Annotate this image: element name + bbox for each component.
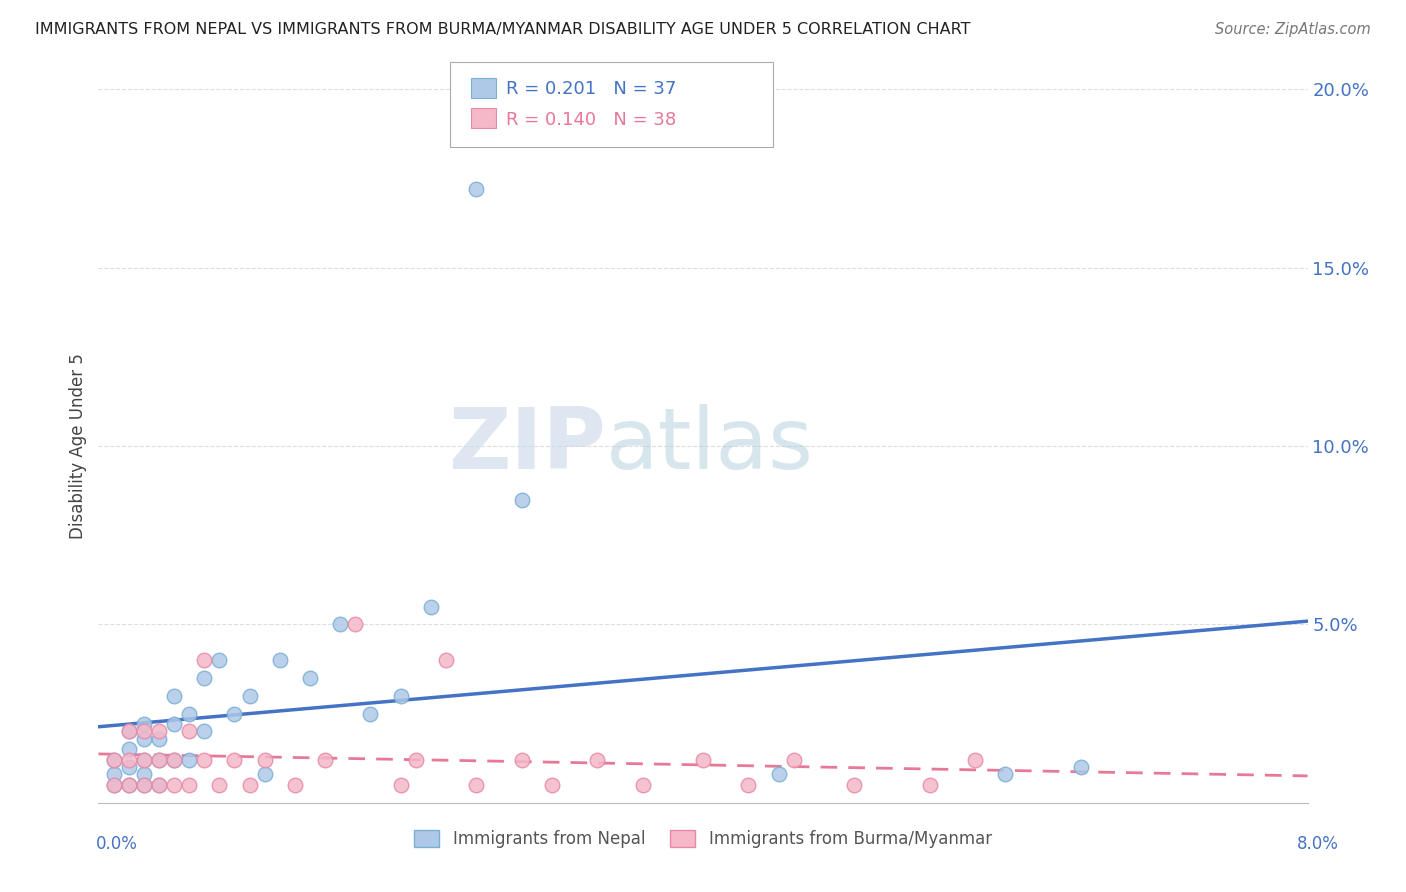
Point xyxy=(510,753,533,767)
Point xyxy=(103,778,125,792)
Point xyxy=(540,778,562,792)
Point xyxy=(163,778,186,792)
Point xyxy=(692,753,714,767)
Point xyxy=(179,706,201,721)
Text: atlas: atlas xyxy=(606,404,814,488)
Point xyxy=(208,653,231,667)
Point xyxy=(132,778,155,792)
Point xyxy=(193,753,215,767)
Point xyxy=(118,742,141,756)
Point xyxy=(148,778,170,792)
Point xyxy=(103,753,125,767)
Point xyxy=(163,717,186,731)
Point xyxy=(360,706,382,721)
Point xyxy=(132,753,155,767)
Point xyxy=(1070,760,1092,774)
Point xyxy=(193,653,215,667)
Point xyxy=(768,767,790,781)
Point xyxy=(344,617,367,632)
Point xyxy=(163,753,186,767)
Point xyxy=(103,767,125,781)
Point xyxy=(132,717,155,731)
Point xyxy=(844,778,866,792)
Point xyxy=(284,778,307,792)
Point xyxy=(118,724,141,739)
Point xyxy=(965,753,987,767)
Point xyxy=(148,753,170,767)
Point xyxy=(314,753,336,767)
Point xyxy=(269,653,291,667)
Point xyxy=(118,753,141,767)
Point xyxy=(389,689,412,703)
Point xyxy=(103,778,125,792)
Point xyxy=(179,753,201,767)
Point xyxy=(239,778,262,792)
Point xyxy=(918,778,941,792)
Point xyxy=(510,492,533,507)
Point xyxy=(179,778,201,792)
Point xyxy=(132,731,155,746)
Point xyxy=(224,706,246,721)
Point xyxy=(208,778,231,792)
Text: 0.0%: 0.0% xyxy=(96,835,138,853)
Point xyxy=(148,778,170,792)
Point xyxy=(631,778,654,792)
Text: R = 0.140   N = 38: R = 0.140 N = 38 xyxy=(506,112,676,129)
Y-axis label: Disability Age Under 5: Disability Age Under 5 xyxy=(69,353,87,539)
Point xyxy=(148,731,170,746)
Point xyxy=(465,182,488,196)
Point xyxy=(118,778,141,792)
Text: Source: ZipAtlas.com: Source: ZipAtlas.com xyxy=(1215,22,1371,37)
Point xyxy=(132,767,155,781)
Point xyxy=(132,753,155,767)
Text: 8.0%: 8.0% xyxy=(1296,835,1339,853)
Point xyxy=(193,671,215,685)
Point xyxy=(420,599,443,614)
Point xyxy=(783,753,806,767)
Point xyxy=(329,617,352,632)
Point xyxy=(253,753,276,767)
Point xyxy=(148,724,170,739)
Point xyxy=(299,671,322,685)
Point xyxy=(586,753,609,767)
Point xyxy=(103,753,125,767)
Point xyxy=(132,778,155,792)
Point xyxy=(389,778,412,792)
Text: IMMIGRANTS FROM NEPAL VS IMMIGRANTS FROM BURMA/MYANMAR DISABILITY AGE UNDER 5 CO: IMMIGRANTS FROM NEPAL VS IMMIGRANTS FROM… xyxy=(35,22,970,37)
Point xyxy=(224,753,246,767)
Point xyxy=(193,724,215,739)
Point xyxy=(465,778,488,792)
Point xyxy=(994,767,1017,781)
Text: R = 0.201   N = 37: R = 0.201 N = 37 xyxy=(506,80,676,98)
Point xyxy=(148,753,170,767)
Point xyxy=(118,760,141,774)
Point xyxy=(163,753,186,767)
Point xyxy=(118,778,141,792)
Point xyxy=(405,753,427,767)
Point xyxy=(239,689,262,703)
Text: ZIP: ZIP xyxy=(449,404,606,488)
Legend: Immigrants from Nepal, Immigrants from Burma/Myanmar: Immigrants from Nepal, Immigrants from B… xyxy=(408,823,998,855)
Point xyxy=(434,653,457,667)
Point xyxy=(737,778,759,792)
Point xyxy=(163,689,186,703)
Point xyxy=(179,724,201,739)
Point xyxy=(132,724,155,739)
Point xyxy=(253,767,276,781)
Point xyxy=(118,724,141,739)
